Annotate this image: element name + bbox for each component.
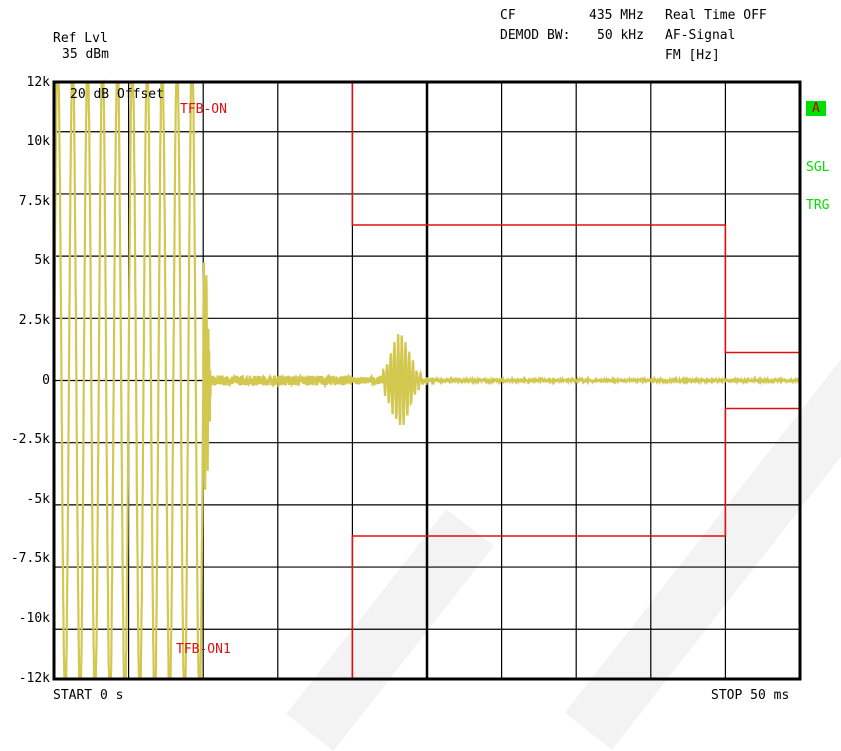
y-tick-label: -10k xyxy=(18,611,50,626)
sweep-stop-label: STOP 50 ms xyxy=(711,688,790,703)
y-tick-label: 5k xyxy=(34,253,50,268)
trigger-indicator: TRG xyxy=(806,198,830,213)
demod-bw-label: DEMOD BW: xyxy=(500,28,571,43)
y-tick-label: -7.5k xyxy=(10,551,50,566)
y-tick-label: 12k xyxy=(26,75,50,90)
single-sweep-indicator: SGL xyxy=(806,160,830,175)
y-tick-label: -12k xyxy=(18,671,50,686)
sweep-start-label: START 0 s xyxy=(53,688,124,703)
y-tick-label: 2.5k xyxy=(18,313,50,328)
fm-unit-label: FM [Hz] xyxy=(665,48,720,63)
plot-frame xyxy=(52,80,802,681)
fm-trace-line xyxy=(52,79,802,681)
ref-level-value: 35 dBm xyxy=(62,47,109,62)
ref-level-label: Ref Lvl xyxy=(53,31,108,46)
cf-label: CF xyxy=(500,8,516,23)
limit-line-lower-label: TFB-ON1 xyxy=(176,642,231,657)
limit-line-upper-label: TFB-ON xyxy=(180,102,227,117)
y-tick-label: 10k xyxy=(26,134,50,149)
y-tick-label: -2.5k xyxy=(10,432,50,447)
offset-annotation: 20 dB Offset xyxy=(70,87,164,102)
y-tick-label: -5k xyxy=(26,492,50,507)
demod-bw-value: 50 kHz xyxy=(597,28,644,43)
y-tick-label: 7.5k xyxy=(18,194,50,209)
y-tick-label: 0 xyxy=(42,373,50,388)
realtime-status: Real Time OFF xyxy=(665,8,767,23)
fm-demod-plot xyxy=(52,79,802,681)
af-signal-label: AF-Signal xyxy=(665,28,736,43)
trace-a-indicator: A xyxy=(806,101,826,116)
cf-value: 435 MHz xyxy=(589,8,644,23)
